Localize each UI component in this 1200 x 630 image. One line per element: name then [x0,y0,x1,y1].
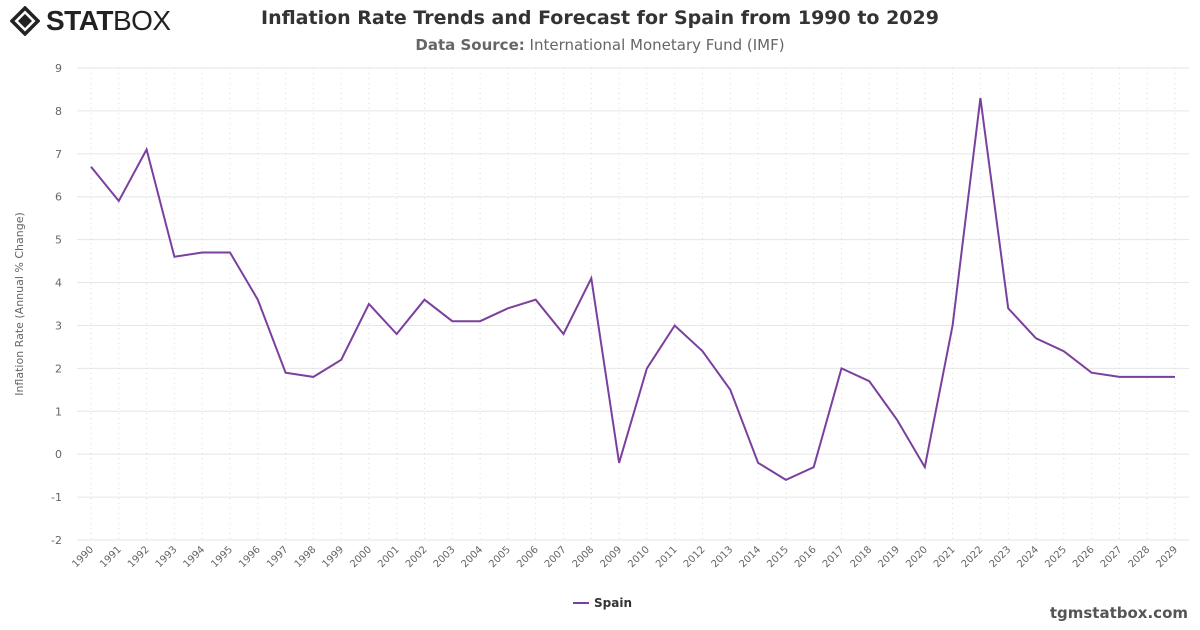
x-tick-label: 2012 [682,544,708,570]
x-tick-label: 2027 [1099,544,1125,570]
y-tick-label: 8 [55,105,62,118]
x-tick-label: 2002 [404,544,430,570]
x-tick-label: 1992 [126,544,152,570]
chart-title: Inflation Rate Trends and Forecast for S… [261,7,939,29]
x-tick-label: 2005 [487,544,513,570]
x-tick-label: 2023 [988,544,1014,570]
credit-text: tgmstatbox.com [1049,604,1188,622]
x-tick-label: 2029 [1154,544,1180,570]
legend-label: Spain [594,596,632,610]
x-tick-label: 2011 [654,544,680,570]
x-tick-label: 2016 [793,544,819,570]
x-tick-label: 1991 [98,544,124,570]
x-tick-label: 1990 [70,544,96,570]
x-tick-label: 2004 [459,544,485,570]
x-tick-label: 1994 [182,544,208,570]
x-tick-label: 1995 [209,544,235,570]
x-tick-label: 2013 [710,544,736,570]
x-tick-label: 2017 [821,544,847,570]
x-tick-label: 2001 [376,544,402,570]
x-tick-label: 2000 [348,544,374,570]
y-tick-label: 3 [55,319,62,332]
x-tick-label: 2009 [598,544,624,570]
logo-text: STATBOX [46,5,171,36]
x-tick-label: 2018 [849,544,875,570]
x-tick-label: 1993 [154,544,180,570]
x-tick-label: 1999 [320,544,346,570]
x-tick-label: 2026 [1071,544,1097,570]
y-axis-label: Inflation Rate (Annual % Change) [13,212,26,396]
x-tick-label: 2020 [904,544,930,570]
x-tick-label: 2024 [1015,544,1041,570]
chart-subtitle: Data Source: International Monetary Fund… [415,36,785,54]
x-tick-label: 2008 [571,544,597,570]
x-tick-label: 2014 [737,544,763,570]
x-tick-label: 2007 [543,544,569,570]
y-tick-label: 0 [55,448,62,461]
x-tick-label: 2006 [515,544,541,570]
x-tick-label: 1998 [293,544,319,570]
statbox-logo: STATBOX [10,5,171,36]
x-tick-label: 2028 [1127,544,1153,570]
x-tick-label: 2019 [876,544,902,570]
y-tick-label: 1 [55,405,62,418]
y-tick-label: -2 [51,534,62,547]
legend-item-spain[interactable]: Spain [573,596,632,610]
x-tick-label: 2010 [626,544,652,570]
series-line-spain[interactable] [90,97,1175,482]
x-tick-label: 2015 [765,544,791,570]
x-tick-label: 1996 [237,544,263,570]
diamond-logo-icon [10,6,40,36]
x-tick-label: 2025 [1043,544,1069,570]
x-tick-label: 2021 [932,544,958,570]
x-tick-label: 2022 [960,544,986,570]
x-tick-label: 1997 [265,544,291,570]
y-tick-label: 9 [55,62,62,75]
y-tick-label: 2 [55,362,62,375]
y-tick-label: 7 [55,148,62,161]
y-tick-label: 5 [55,234,62,247]
x-tick-label: 2003 [432,544,458,570]
y-tick-label: 4 [55,277,62,290]
y-tick-label: 6 [55,191,62,204]
y-tick-label: -1 [51,491,62,504]
